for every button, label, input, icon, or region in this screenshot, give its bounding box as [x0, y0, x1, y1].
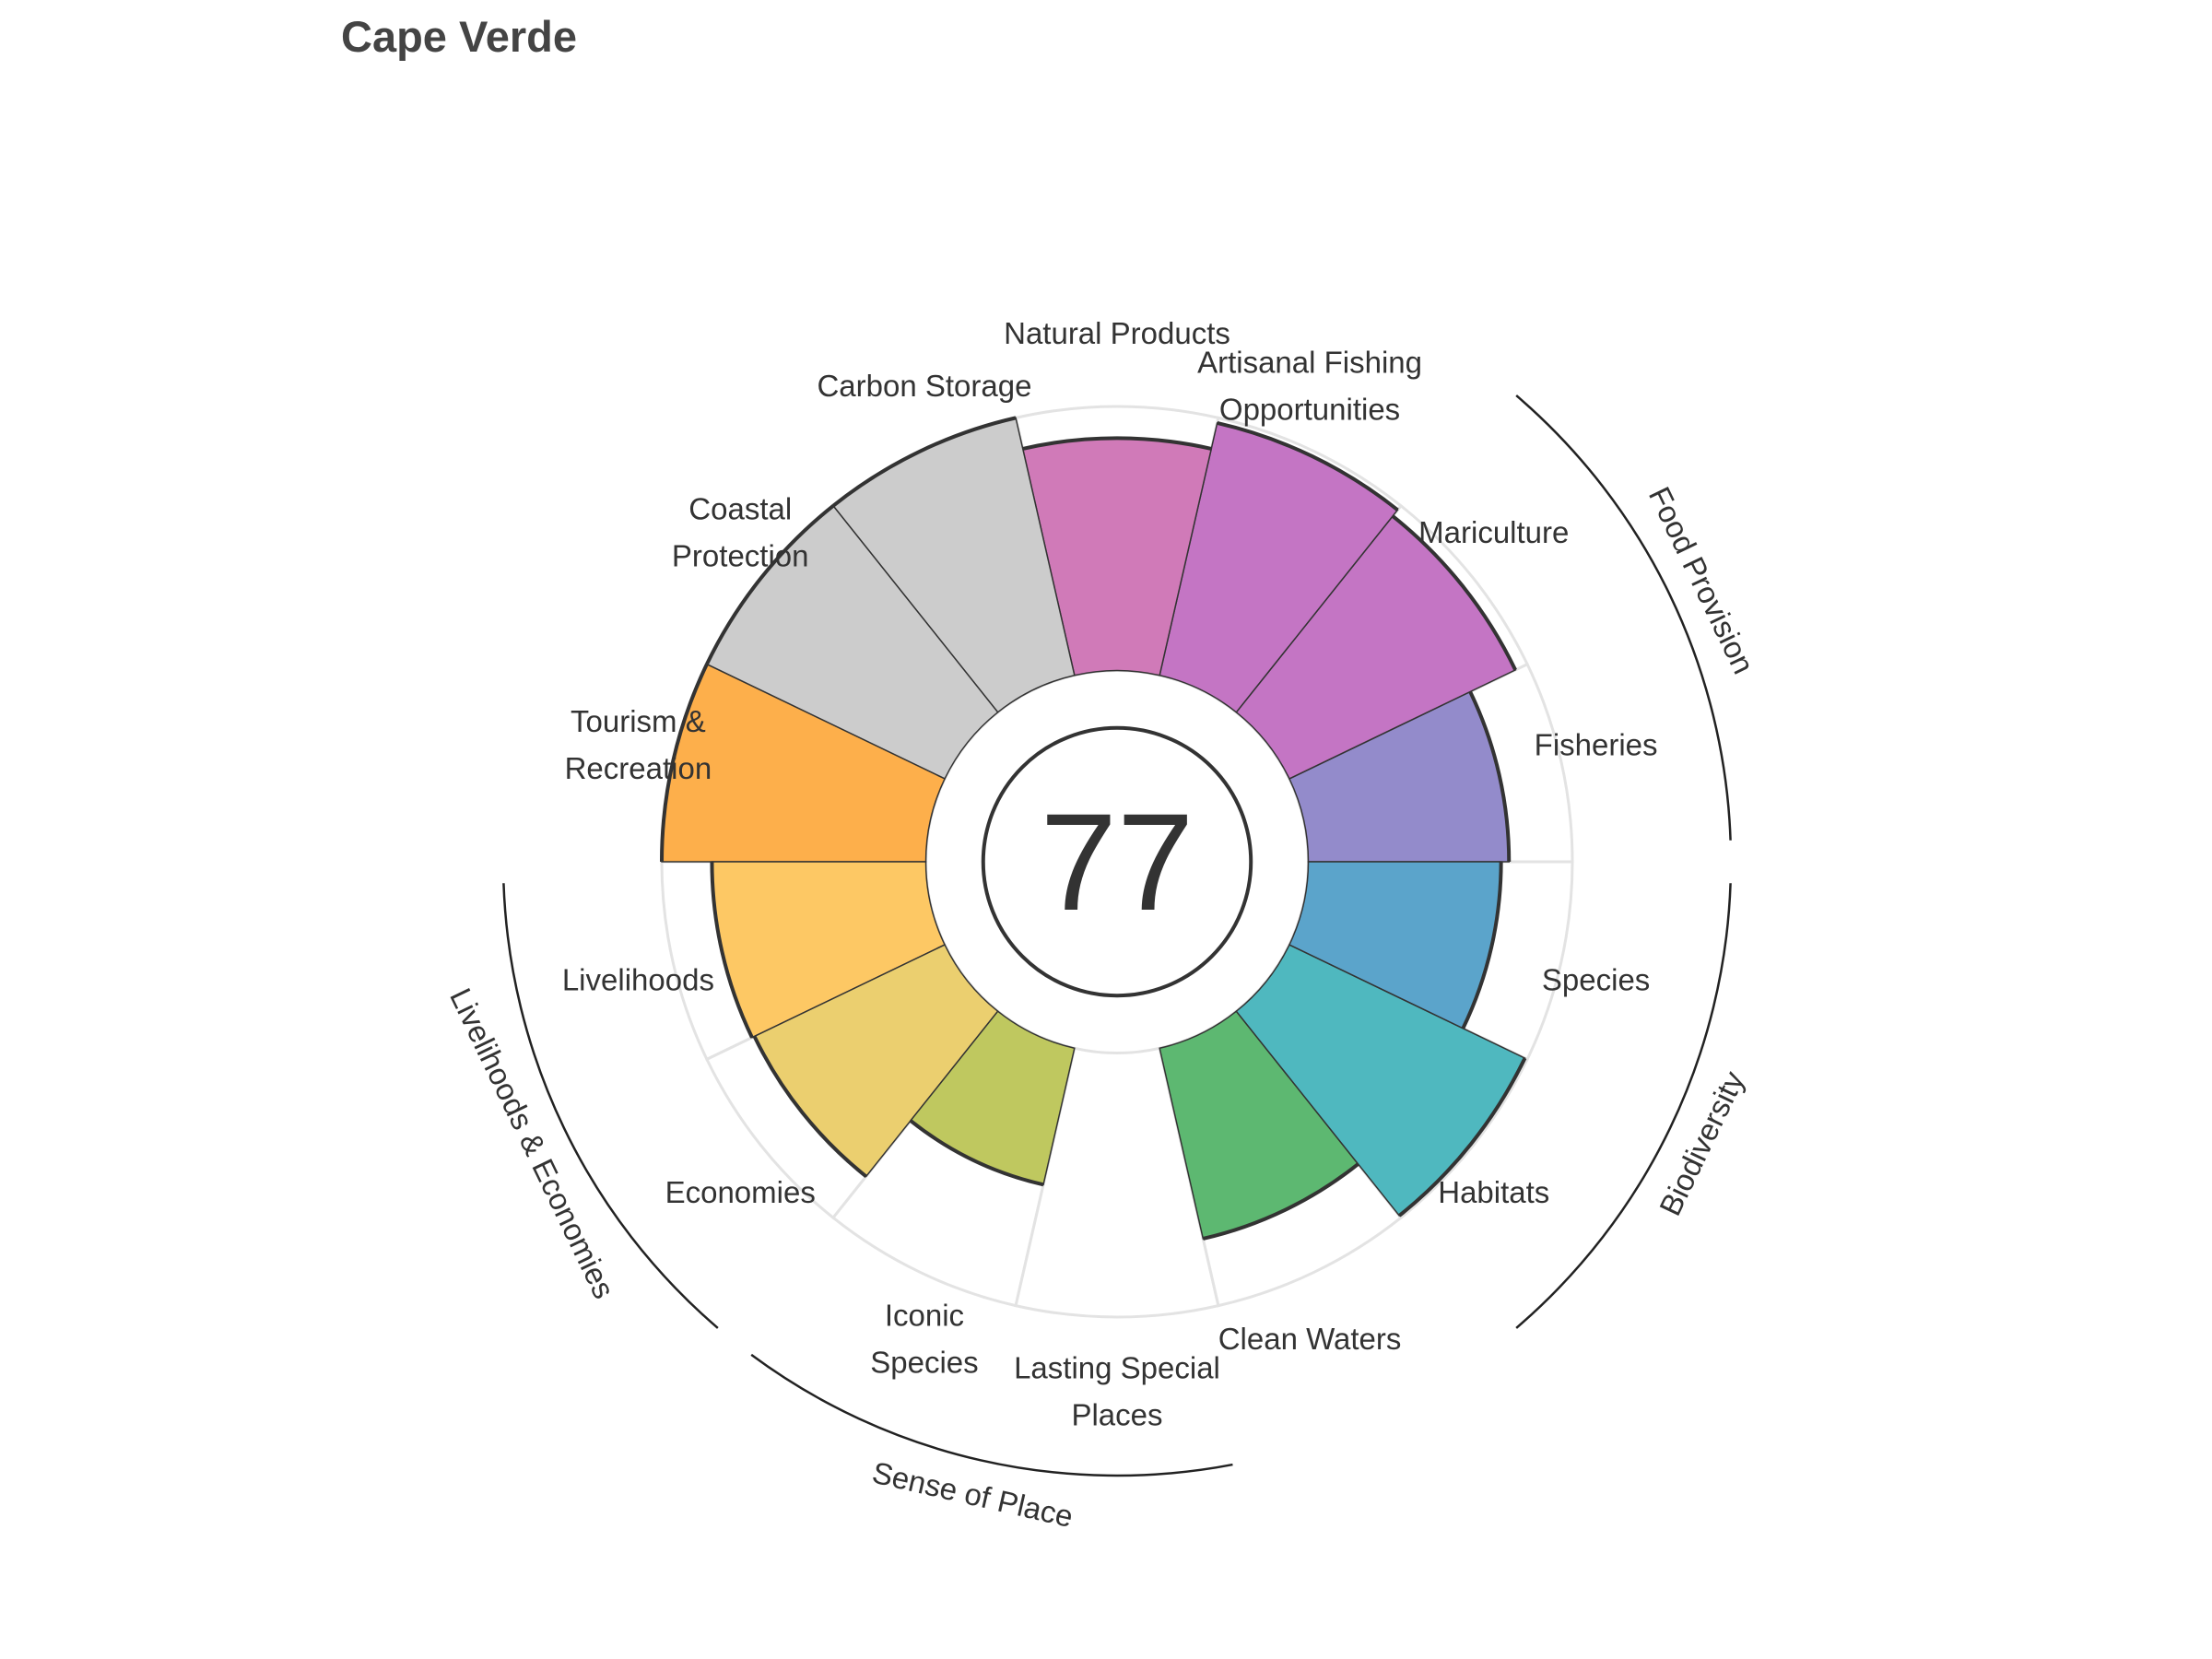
bar-outer-edge-species: [1461, 861, 1503, 1030]
bar-outer-edge-iconic-species: [909, 1119, 1044, 1187]
label-species: Species: [1542, 962, 1650, 996]
label-line-lasting-special-places-1: Places: [1071, 1397, 1162, 1431]
center-circle: [981, 725, 1253, 998]
label-line-fisheries-0: Fisheries: [1535, 727, 1658, 761]
label-economies: Economies: [665, 1174, 816, 1208]
group-label-food-provision: Food Provision: [1642, 481, 1761, 678]
label-coastal-protection: Coastal Protection: [672, 491, 809, 572]
bar-outer-edge-clean-waters: [1202, 1162, 1359, 1241]
bar-outer-edge-mariculture: [1391, 514, 1517, 671]
bar-outer-edge-habitats: [1397, 1057, 1527, 1218]
label-tourism-and-recreation: Tourism & Recreation: [565, 703, 712, 784]
label-iconic-species: Iconic Species: [870, 1298, 978, 1379]
group-label-biodiversity: Biodiversity: [1653, 1065, 1751, 1221]
label-line-tourism-and-recreation-1: Recreation: [565, 750, 712, 784]
label-line-lasting-special-places-0: Lasting Special: [1014, 1350, 1220, 1384]
label-line-iconic-species-1: Species: [870, 1345, 978, 1379]
group-label-sense-of-place: Sense of Place: [869, 1455, 1077, 1534]
bar-outer-edge-coastal-protection: [705, 504, 835, 665]
label-line-tourism-and-recreation-0: Tourism &: [571, 703, 706, 737]
label-line-artisanal-fishing-opportunities-1: Opportunities: [1219, 392, 1400, 426]
bar-sectors: [660, 416, 1527, 1241]
label-fisheries: Fisheries: [1535, 727, 1658, 761]
label-line-coastal-protection-1: Protection: [672, 538, 809, 572]
label-mariculture: Mariculture: [1418, 515, 1569, 549]
label-habitats: Habitats: [1438, 1174, 1549, 1208]
bar-outer-edge-natural-products: [1022, 436, 1212, 451]
bar-outer-edge-livelihoods: [710, 861, 754, 1039]
label-artisanal-fishing-opportunities: Artisanal Fishing Opportunities: [1197, 345, 1422, 426]
group-arc-livelihoods-and-economies: [502, 883, 719, 1329]
label-line-iconic-species-0: Iconic: [885, 1298, 964, 1332]
bar-outer-edge-artisanal-fishing-opportunities: [1217, 421, 1399, 512]
label-line-livelihoods-0: Livelihoods: [562, 962, 714, 996]
label-clean-waters: Clean Waters: [1218, 1322, 1402, 1356]
bar-outer-edge-tourism-and-recreation: [660, 663, 709, 863]
bar-outer-edge-economies: [752, 1035, 867, 1178]
label-carbon-storage: Carbon Storage: [817, 368, 1031, 402]
page-title: Cape Verde: [341, 12, 578, 61]
label-livelihoods: Livelihoods: [562, 962, 714, 996]
label-natural-products: Natural Products: [1004, 316, 1230, 350]
label-line-economies-0: Economies: [665, 1174, 816, 1208]
group-label-livelihoods-and-economies: Livelihoods & Economies: [443, 982, 621, 1303]
label-line-natural-products-0: Natural Products: [1004, 316, 1230, 350]
group-arc-biodiversity: [1515, 883, 1732, 1329]
label-line-coastal-protection-0: Coastal: [688, 491, 792, 525]
label-line-habitats-0: Habitats: [1438, 1174, 1549, 1208]
group-arc-sense-of-place: [750, 1353, 1233, 1477]
label-line-artisanal-fishing-opportunities-0: Artisanal Fishing: [1197, 345, 1422, 379]
label-line-species-0: Species: [1542, 962, 1650, 996]
center-score: 77: [1041, 784, 1194, 939]
label-line-mariculture-0: Mariculture: [1418, 515, 1569, 549]
bar-outer-edge-carbon-storage: [831, 416, 1017, 508]
label-line-clean-waters-0: Clean Waters: [1218, 1322, 1402, 1356]
category-labels: Fisheries Mariculture Artisanal Fishing Opp…: [562, 316, 1658, 1432]
bar-outer-edge-fisheries: [1468, 690, 1512, 863]
label-line-carbon-storage-0: Carbon Storage: [817, 368, 1031, 402]
group-arc-food-provision: [1515, 394, 1732, 841]
label-lasting-special-places: Lasting Special Places: [1014, 1350, 1220, 1431]
